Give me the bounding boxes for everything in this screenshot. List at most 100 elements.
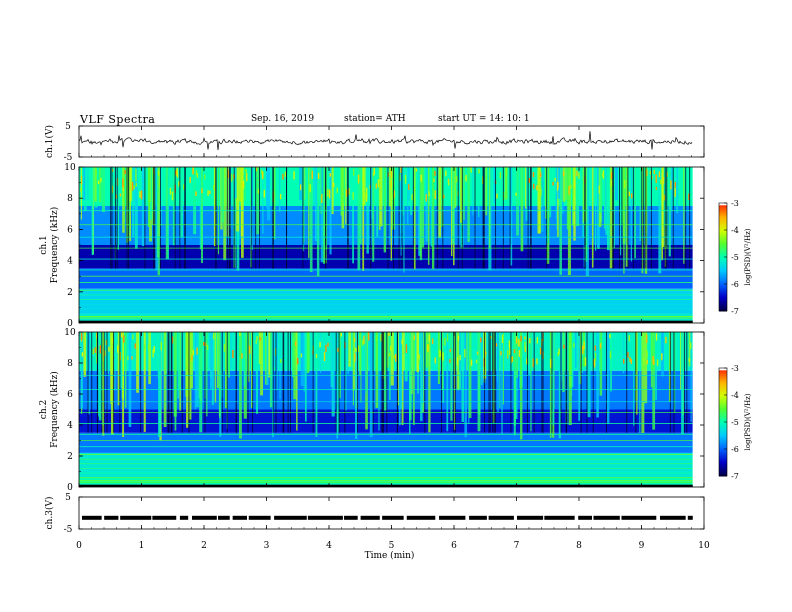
hot-spot [411, 194, 413, 201]
x-tick-label: 9 [639, 541, 645, 551]
hot-spot [317, 172, 320, 179]
sferic-streak [437, 332, 440, 384]
hot-spot [470, 359, 473, 366]
dark-gap [488, 332, 490, 433]
sferic-streak [129, 167, 131, 242]
hot-spot [413, 335, 416, 340]
dark-gap [153, 167, 155, 269]
dark-gap [454, 332, 456, 433]
dark-gap [255, 167, 257, 269]
hot-spot [311, 170, 313, 179]
sferic-streak [566, 167, 570, 230]
hot-spot [656, 359, 659, 366]
hot-spot [171, 191, 174, 201]
ch3-trace-segment [152, 515, 177, 520]
dark-gap [140, 332, 142, 433]
colorbar-tick-label: -6 [731, 445, 739, 454]
hot-spot [655, 186, 658, 190]
sferic-streak [223, 167, 227, 261]
spectrogram-band [79, 268, 693, 289]
dark-gap [170, 332, 172, 433]
hot-spot [127, 355, 129, 361]
dark-gap [584, 167, 586, 269]
sferic-streak [568, 332, 572, 426]
colorbar-cell [719, 395, 727, 398]
colorbar-cell [719, 210, 727, 213]
hot-spot [628, 191, 631, 197]
hot-spot [315, 353, 318, 359]
sferic-streak [114, 332, 116, 391]
sferic-streak [241, 167, 244, 258]
hot-spot [499, 172, 502, 179]
hot-spot [348, 188, 350, 195]
sferic-streak [488, 167, 491, 248]
sferic-streak [102, 332, 105, 436]
hot-spot [557, 181, 559, 189]
sferic-streak [493, 167, 496, 204]
sferic-streak [587, 332, 591, 418]
dark-gap [393, 167, 395, 269]
hot-spot [100, 177, 102, 183]
dark-gap [398, 167, 400, 269]
hot-spot [319, 341, 321, 348]
dark-gap [484, 332, 486, 433]
hot-spot [153, 346, 155, 353]
hot-spot [659, 179, 662, 185]
dark-gap [370, 167, 372, 269]
hot-spot [418, 354, 420, 360]
sferic-streak [279, 332, 281, 399]
hot-spot [230, 173, 233, 182]
sferic-streak [551, 332, 555, 425]
colorbar-cell [719, 212, 727, 215]
hot-spot [390, 345, 392, 352]
dark-gap [483, 167, 485, 269]
dark-gap [605, 332, 607, 433]
hot-spot [115, 194, 117, 199]
dark-gap [565, 332, 567, 433]
hot-spot [80, 176, 83, 185]
hot-spot [485, 351, 487, 356]
dark-gap [247, 332, 249, 433]
sferic-streak [680, 332, 682, 390]
sferic-streak [513, 332, 516, 436]
sferic-streak [453, 332, 456, 430]
hot-spot [294, 341, 297, 346]
colorbar-cell [719, 213, 727, 217]
sferic-streak [425, 332, 428, 368]
dark-gap [114, 167, 116, 269]
sferic-streak [214, 332, 217, 403]
sferic-streak [641, 332, 645, 434]
sferic-streak [83, 332, 87, 377]
dark-gap [87, 332, 89, 433]
colorbar-cell [719, 411, 727, 414]
hot-spot [558, 348, 560, 355]
sferic-streak [400, 167, 403, 233]
hot-spot [393, 190, 396, 198]
hot-spot [81, 352, 84, 357]
sferic-streak [97, 332, 100, 417]
sferic-streak [496, 332, 499, 382]
hot-spot [627, 352, 629, 358]
ch3-trace-segment [544, 515, 575, 520]
hot-spot [583, 341, 585, 350]
hot-spot [143, 344, 146, 350]
colorbar-cell [719, 459, 727, 463]
sferic-streak [209, 332, 212, 390]
sferic-streak [266, 332, 269, 386]
hot-spot [327, 342, 329, 347]
sferic-streak [300, 332, 304, 386]
hot-spot [532, 171, 535, 178]
hot-spot [533, 183, 535, 189]
hot-spot [478, 168, 480, 174]
sferic-streak [233, 167, 237, 199]
hot-spot [609, 350, 612, 359]
sferic-streak [416, 332, 419, 373]
hot-spot [108, 346, 110, 352]
hot-spot [465, 175, 467, 182]
dark-gap [128, 167, 130, 269]
hot-spot [195, 191, 197, 197]
sferic-streak [131, 167, 133, 201]
hot-spot [353, 337, 356, 342]
hot-spot [540, 188, 542, 196]
sferic-streak [94, 167, 97, 202]
